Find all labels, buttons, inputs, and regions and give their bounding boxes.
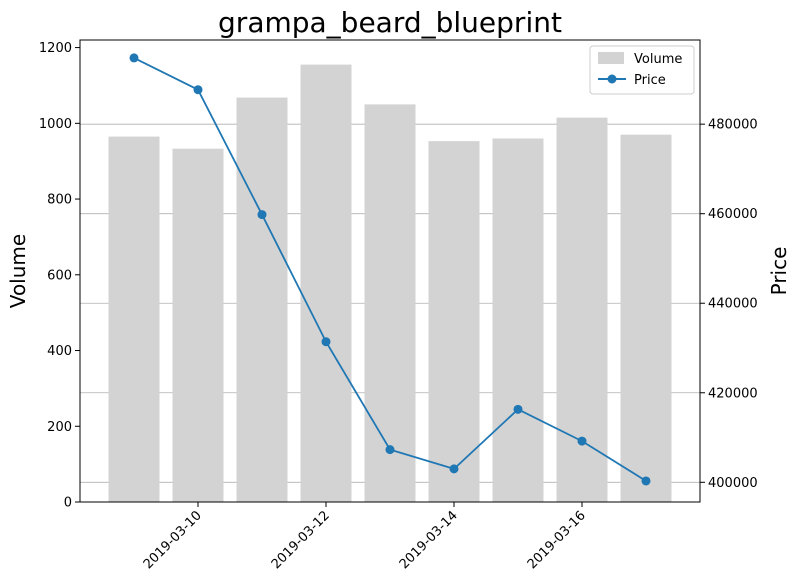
volume-bar [300, 64, 352, 503]
price-point [449, 464, 459, 474]
left-axis-label: Volume [6, 234, 30, 308]
right-tick-label: 400000 [708, 476, 758, 491]
left-tick-label: 400 [47, 344, 72, 359]
x-tick-label: 2019-03-10 [141, 508, 205, 572]
price-point [129, 53, 139, 63]
left-tick-label: 0 [64, 496, 72, 511]
right-tick-label: 420000 [708, 386, 758, 401]
volume-bar [108, 136, 160, 503]
price-point [577, 436, 587, 446]
x-tick-label: 2019-03-16 [525, 508, 589, 572]
right-axis-label: Price [767, 247, 791, 296]
volume-bar [620, 134, 672, 503]
right-tick-label: 480000 [708, 118, 758, 133]
left-tick-label: 1000 [39, 117, 72, 132]
left-tick-label: 600 [47, 268, 72, 283]
x-tick-label: 2019-03-14 [397, 508, 461, 572]
volume-bar [428, 141, 480, 502]
legend-price-label: Price [634, 73, 666, 88]
legend-price-marker [607, 74, 617, 84]
price-point [193, 85, 203, 95]
volume-bar [236, 97, 288, 502]
price-point [513, 404, 523, 414]
volume-bar [492, 138, 544, 502]
volume-bar [172, 148, 224, 503]
x-axis: 2019-03-10 2019-03-12 2019-03-14 2019-03-16 [141, 502, 589, 572]
left-tick-label: 800 [47, 193, 72, 208]
right-axis: 400000 420000 440000 460000 480000 [700, 118, 758, 491]
price-point [385, 445, 395, 455]
legend: Volume Price [589, 45, 695, 95]
legend-volume-swatch [598, 52, 624, 64]
price-point [641, 476, 651, 486]
price-line [129, 53, 651, 486]
volume-bars [108, 64, 672, 503]
right-tick-label: 440000 [708, 297, 758, 312]
plot-frame [79, 39, 701, 503]
price-point [321, 337, 331, 347]
x-tick-label: 2019-03-12 [269, 508, 333, 572]
right-tick-label: 460000 [708, 207, 758, 222]
chart-title: grampa_beard_blueprint [218, 6, 562, 39]
left-tick-label: 200 [47, 420, 72, 435]
left-axis: 0 200 400 600 800 1000 1200 [39, 41, 80, 511]
legend-volume-label: Volume [634, 52, 682, 67]
volume-bar [364, 104, 416, 503]
price-point [257, 210, 267, 220]
left-tick-label: 1200 [39, 41, 72, 56]
